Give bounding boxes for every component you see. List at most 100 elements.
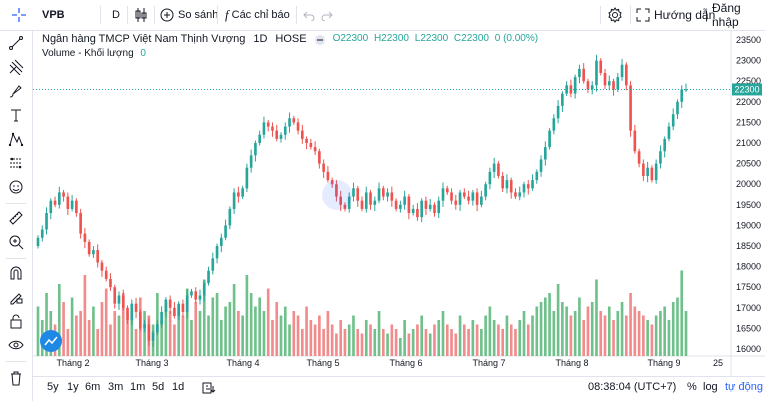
emoji-icon[interactable] (4, 176, 28, 198)
candle-body (75, 200, 78, 214)
percent-toggle[interactable]: % (687, 381, 697, 393)
candle-body (373, 200, 377, 205)
candle-body (684, 89, 688, 91)
volume-bar (505, 315, 509, 356)
range-3m[interactable]: 3m (108, 381, 124, 393)
redo-icon[interactable] (321, 0, 333, 30)
candle-body (202, 283, 206, 296)
log-toggle[interactable]: log (703, 381, 718, 393)
volume-bar (347, 324, 351, 356)
volume-bar (450, 329, 453, 356)
candle-body (181, 303, 185, 312)
volume-bar (249, 293, 253, 356)
time-tick-label: Tháng 7 (472, 358, 505, 368)
candle-body (237, 192, 240, 197)
pattern-icon[interactable] (4, 128, 28, 150)
ruler-icon[interactable] (4, 207, 28, 229)
help-link[interactable]: Hướng dẫn (654, 8, 716, 22)
compare-button[interactable]: So sánh (160, 0, 218, 30)
range-5d[interactable]: 5d (152, 381, 165, 393)
candle-body (441, 188, 445, 201)
candle-body (70, 200, 74, 209)
volume-bar (394, 329, 398, 356)
volume-label: Volume - Khối lượng (42, 48, 134, 59)
candle-body (62, 192, 65, 197)
candle-body (671, 114, 675, 127)
candle-body (275, 130, 279, 139)
candle-body (300, 130, 304, 139)
chart-type-button[interactable] (134, 0, 148, 30)
range-5y[interactable]: 5y (47, 381, 59, 393)
crosshair-icon[interactable] (6, 0, 32, 30)
candle-body (633, 130, 637, 152)
volume-bar (373, 329, 377, 356)
range-6m[interactable]: 6m (85, 381, 101, 393)
time-tick-label: Tháng 9 (647, 358, 680, 368)
volume-bar (318, 315, 321, 356)
candle-body (313, 147, 317, 152)
candle-body (83, 233, 87, 242)
symbol-search[interactable]: VPB (42, 9, 65, 21)
volume-bar (514, 329, 517, 356)
lock-drawings-icon[interactable] (4, 286, 28, 308)
trash-icon[interactable] (4, 367, 28, 389)
range-1m[interactable]: 1m (130, 381, 146, 393)
candle-body (258, 134, 262, 143)
candle-body (168, 299, 172, 308)
volume-bar (624, 315, 628, 356)
goto-date-icon[interactable] (202, 382, 216, 397)
auto-toggle[interactable]: tự động (725, 381, 763, 393)
range-1d[interactable]: 1d (172, 381, 185, 393)
candle-body (462, 192, 466, 197)
collapse-icon[interactable] (314, 35, 325, 45)
candle-body (185, 295, 189, 312)
volume-bar (339, 320, 343, 356)
volume-bar (151, 324, 155, 356)
candle-body (620, 64, 624, 78)
candle-body (126, 307, 129, 321)
indicators-button[interactable]: f Các chỉ báo (225, 7, 290, 22)
last-price-label: 22300 (732, 83, 762, 96)
volume-bar (173, 324, 176, 356)
prediction-icon[interactable] (4, 152, 28, 174)
fullscreen-icon[interactable] (636, 0, 650, 30)
magnet-icon[interactable] (4, 262, 28, 284)
candle-body (292, 118, 296, 123)
volume-bar (241, 315, 244, 356)
ohlc-values: O22300 H22300 L22300 C22300 0 (0.00%) (332, 33, 539, 44)
text-tool-icon[interactable] (4, 104, 28, 126)
eye-icon[interactable] (4, 334, 28, 356)
volume-bar (138, 297, 142, 356)
candle-body (104, 270, 108, 279)
lock-icon[interactable] (4, 310, 28, 332)
pitchfork-icon[interactable] (4, 56, 28, 78)
brand-logo[interactable] (40, 330, 62, 352)
candle-body (458, 192, 462, 205)
candle-body (484, 184, 487, 197)
candle-body (160, 311, 163, 325)
interval-button[interactable]: D (112, 9, 120, 21)
volume-bar (207, 315, 210, 356)
volume-bar (582, 320, 586, 356)
undo-icon[interactable] (303, 0, 315, 30)
volume-bar (484, 315, 487, 356)
range-1y[interactable]: 1y (67, 381, 79, 393)
price-tick-label: 21500 (736, 117, 761, 127)
volume-bar (92, 306, 95, 356)
price-tick-label: 20500 (736, 159, 761, 169)
trendline-icon[interactable] (4, 32, 28, 54)
candle-body (318, 151, 321, 164)
candle-body (642, 163, 645, 176)
volume-bar (454, 333, 458, 356)
volume-bar (126, 320, 129, 356)
clock[interactable]: 08:38:04 (UTC+7) (588, 381, 677, 393)
candle-body (565, 85, 568, 94)
zoom-in-icon[interactable] (4, 231, 28, 253)
volume-bar (79, 311, 82, 356)
svg-text:22300: 22300 (734, 84, 759, 94)
login-link[interactable]: Đăng nhập (712, 1, 741, 29)
settings-gear-icon[interactable] (607, 0, 623, 30)
brush-icon[interactable] (4, 80, 28, 102)
candle-body (522, 184, 526, 193)
